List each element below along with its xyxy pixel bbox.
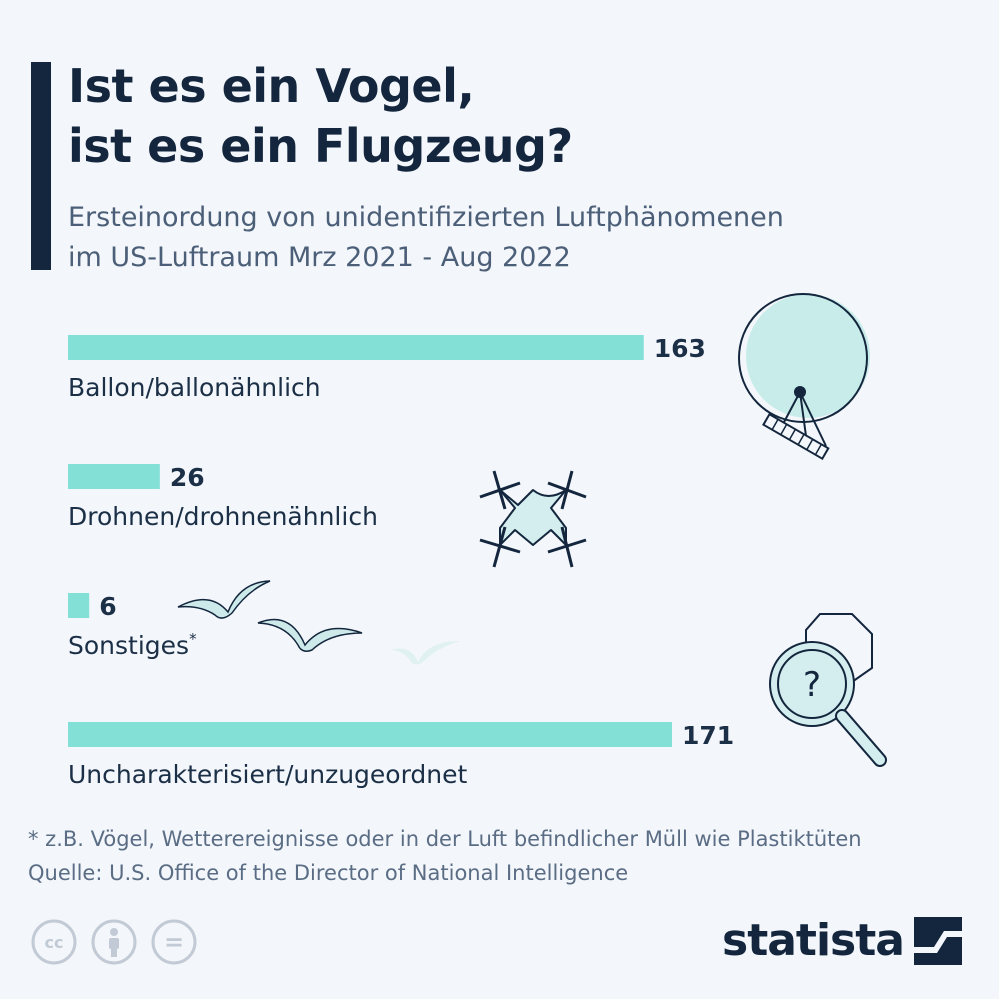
bar-group: 6 Sonstiges* (68, 592, 197, 660)
bar-group: 163 Ballon/ballonähnlich (68, 334, 706, 402)
equals-icon-glyph: = (164, 928, 184, 956)
bar (68, 593, 90, 618)
bar-value-label: 163 (654, 334, 706, 363)
category-footnote-marker: * (189, 630, 197, 648)
person-icon[interactable] (90, 918, 138, 966)
brand-name: statista (722, 915, 905, 966)
title-line-2: ist es ein Flugzeug? (68, 119, 573, 173)
statista-logo[interactable]: statista (722, 915, 962, 966)
subtitle-line-2: im US-Luftraum Mrz 2021 - Aug 2022 (68, 242, 571, 273)
statista-mark-icon (913, 916, 962, 965)
balloon-icon (738, 293, 870, 461)
bars-layer: 163 Ballon/ballonähnlich 26 Drohnen/drohnen… (68, 334, 734, 789)
category-label: Sonstiges* (68, 630, 197, 660)
bar-value-label: 26 (170, 463, 205, 492)
chart-title: Ist es ein Vogel, ist es ein Flugzeug? (68, 56, 573, 176)
bar (68, 464, 160, 489)
bar (68, 335, 644, 360)
chart-subtitle: Ersteinordung von unidentifizierten Luft… (68, 198, 784, 278)
cc-icon-glyph: cc (45, 933, 64, 952)
title-accent-bar (31, 62, 51, 270)
footnote-source: Quelle: U.S. Office of the Director of N… (28, 861, 629, 885)
footnote-note: * z.B. Vögel, Wetterereignisse oder in d… (28, 827, 862, 851)
bar-value-label: 6 (99, 592, 116, 621)
license-icons: cc = (30, 918, 198, 966)
question-mark: ? (803, 665, 821, 705)
category-label: Drohnen/drohnenähnlich (68, 502, 378, 531)
cc-icon[interactable]: cc (30, 918, 78, 966)
footnote: * z.B. Vögel, Wetterereignisse oder in d… (28, 822, 862, 890)
birds-icon (177, 580, 460, 665)
bar-group: 26 Drohnen/drohnenähnlich (68, 463, 378, 531)
magnifier-icon: ? (769, 613, 887, 767)
bar-group: 171 Uncharakterisiert/unzugeordnet (68, 721, 734, 789)
bar-value-label: 171 (682, 721, 734, 750)
title-line-1: Ist es ein Vogel, (68, 59, 475, 113)
drone-icon (479, 470, 587, 568)
subtitle-line-1: Ersteinordung von unidentifizierten Luft… (68, 202, 784, 233)
equals-icon[interactable]: = (150, 918, 198, 966)
category-label: Ballon/ballonähnlich (68, 373, 321, 402)
bar (68, 722, 672, 747)
category-label: Uncharakterisiert/unzugeordnet (68, 760, 468, 789)
